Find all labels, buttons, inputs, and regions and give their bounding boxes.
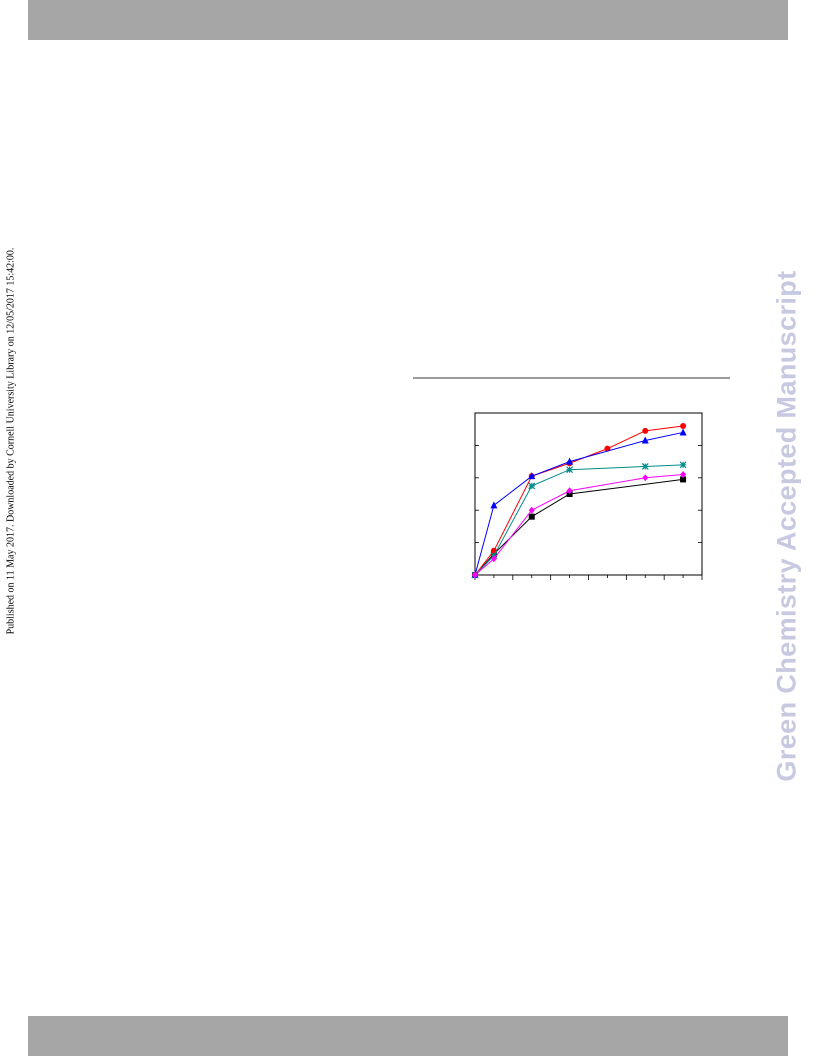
- data-point-2-5: [679, 428, 687, 436]
- accepted-manuscript-watermark: Green Chemistry Accepted Manuscript: [771, 270, 802, 782]
- footer-bar: [28, 1016, 788, 1056]
- data-point-0-4: [680, 476, 687, 483]
- data-point-4-1: [490, 555, 497, 563]
- data-point-3-2: [528, 482, 536, 490]
- data-point-3-3: [566, 466, 574, 474]
- data-point-1-6: [680, 422, 687, 429]
- data-point-3-4: [641, 463, 649, 470]
- line-chart-figure: [460, 405, 710, 595]
- data-point-4-2: [528, 506, 535, 514]
- data-point-2-4: [641, 436, 649, 444]
- data-point-2-2: [528, 472, 536, 480]
- data-point-3-5: [679, 461, 687, 469]
- data-point-4-0: [472, 571, 478, 579]
- data-point-2-3: [566, 457, 574, 465]
- data-point-4-5: [680, 471, 687, 479]
- figure-divider: [413, 377, 730, 379]
- data-point-2-1: [490, 501, 498, 509]
- download-notice: Published on 11 May 2017. Downloaded by …: [5, 247, 17, 635]
- data-point-0-2: [528, 513, 535, 520]
- data-point-4-4: [642, 474, 649, 482]
- series-line-3: [474, 464, 684, 576]
- series-line-1: [474, 425, 684, 576]
- header-bar: [28, 0, 788, 40]
- data-point-1-5: [642, 427, 649, 434]
- data-point-4-3: [566, 487, 573, 495]
- series-line-4: [474, 474, 684, 576]
- line-chart: [471, 412, 703, 580]
- series-line-2: [474, 431, 684, 576]
